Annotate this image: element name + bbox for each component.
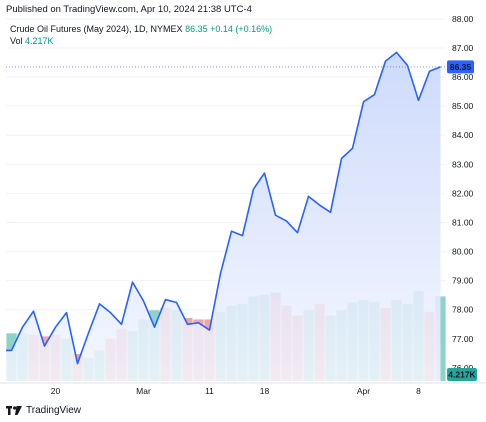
volume-legend-value: 4.217K	[25, 36, 54, 46]
x-tick-label: 11	[205, 386, 214, 396]
y-tick-label: 80.00	[452, 247, 474, 257]
volume-legend: Vol 4.217K	[10, 36, 54, 46]
footer-brand-label: TradingView	[26, 405, 82, 416]
x-tick-label: 8	[416, 386, 421, 396]
axis-value-labels: 86.35 4.217K	[447, 60, 477, 381]
published-caption: Published on TradingView.com, Apr 10, 20…	[6, 4, 252, 15]
legend-price: 86.35	[185, 24, 208, 34]
x-tick-label: 20	[51, 386, 61, 396]
y-tick-label: 83.00	[452, 159, 474, 169]
y-tick-label: 76.00	[452, 363, 474, 373]
y-tick-label: 82.00	[452, 188, 474, 198]
y-tick-label: 77.00	[452, 334, 474, 344]
y-tick-label: 88.00	[452, 14, 474, 24]
last-price-label-box	[447, 60, 474, 74]
y-axis: 76.00 77.00 78.00 79.00 80.00 81.00 82.00 83.00…	[452, 14, 474, 373]
legend-symbol: Crude Oil Futures (May 2024), 1D, NYMEX	[10, 24, 183, 34]
legend-change: +0.14 (+0.16%)	[210, 24, 273, 34]
chart-legend: Crude Oil Futures (May 2024), 1D, NYMEX …	[10, 24, 272, 34]
tradingview-logo-icon	[6, 406, 22, 415]
x-tick-label: Mar	[136, 386, 151, 396]
footer-brand[interactable]: TradingView	[6, 405, 81, 416]
y-tick-label: 81.00	[452, 217, 474, 227]
price-area-fill	[6, 52, 441, 381]
y-tick-label: 78.00	[452, 305, 474, 315]
x-axis: 20 Mar 11 18 Apr 8	[0, 382, 486, 396]
x-tick-label: Apr	[357, 386, 370, 396]
price-area	[6, 51, 441, 381]
x-tick-label: 18	[260, 386, 270, 396]
y-tick-label: 87.00	[452, 43, 474, 53]
volume-legend-label: Vol	[10, 36, 23, 46]
y-tick-label: 86.00	[452, 72, 474, 82]
y-tick-label: 84.00	[452, 130, 474, 140]
last-volume-label-box	[447, 368, 477, 381]
y-tick-label: 85.00	[452, 101, 474, 111]
y-tick-label: 79.00	[452, 276, 474, 286]
last-volume-label: 4.217K	[448, 370, 476, 380]
last-price-label: 86.35	[450, 62, 472, 72]
